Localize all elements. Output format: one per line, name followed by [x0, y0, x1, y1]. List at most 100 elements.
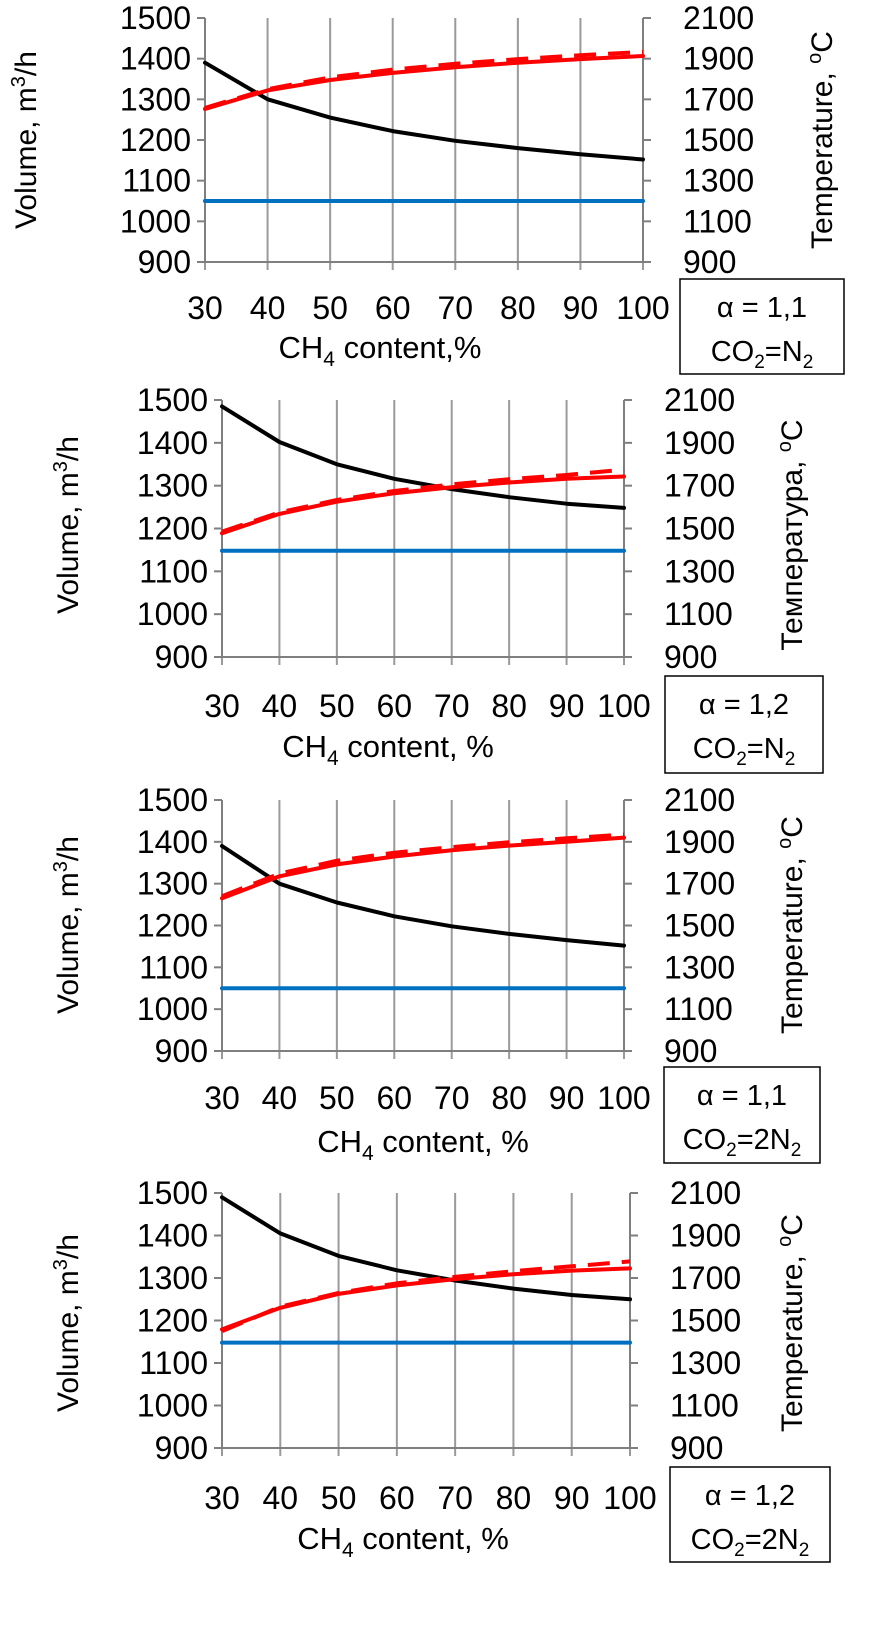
- x-tick-label: 60: [376, 688, 412, 724]
- x-axis-label: CH4 content,%: [279, 330, 482, 371]
- x-tick-label: 40: [262, 1080, 298, 1116]
- series-line-1: [220, 1195, 632, 1302]
- y-tick-label-left: 900: [155, 1033, 208, 1069]
- y-tick-label-left: 1400: [120, 41, 191, 77]
- y-tick-label-left: 1200: [120, 122, 191, 158]
- y-tick-label-left: 1300: [120, 81, 191, 117]
- y-axis-label-left: Volume, m3/h: [50, 836, 85, 1014]
- y-axis-label-right: Temperature, oC: [804, 31, 839, 249]
- x-tick-label: 90: [554, 1480, 590, 1516]
- y-tick-label-left: 1100: [139, 949, 208, 985]
- annotation-box: [679, 278, 845, 375]
- y-tick-label-left: 900: [155, 639, 208, 675]
- annotation-box: [663, 1066, 821, 1164]
- y-tick-label-right: 1900: [670, 1218, 741, 1254]
- x-tick-label: 40: [262, 688, 298, 724]
- series-line-3: [221, 832, 625, 899]
- y-tick-label-right: 1900: [664, 425, 735, 461]
- y-tick-label-right: 1300: [670, 1345, 741, 1381]
- x-tick-label: 60: [375, 290, 411, 326]
- y-axis-label-left: Volume, m3/h: [50, 1234, 85, 1412]
- y-tick-label-left: 1200: [137, 511, 208, 547]
- annotation-alpha: α = 1,2: [705, 1480, 795, 1512]
- y-tick-label-right: 900: [683, 244, 736, 280]
- annotation-alpha: α = 1,1: [717, 292, 807, 324]
- y-tick-label-left: 900: [138, 244, 191, 280]
- y-tick-label-right: 1700: [664, 866, 735, 902]
- x-tick-label: 40: [250, 290, 286, 326]
- y-axis-label-right: Temperature, oC: [774, 1214, 809, 1432]
- y-tick-label-right: 900: [670, 1430, 723, 1466]
- y-tick-label-right: 1100: [664, 991, 733, 1027]
- annotation-alpha: α = 1,2: [699, 689, 789, 721]
- series-line-2: [220, 1266, 632, 1332]
- annotation-composition: CO2=2N2: [691, 1524, 810, 1561]
- annotation-composition: CO2=2N2: [683, 1124, 802, 1161]
- x-tick-label: 90: [549, 688, 585, 724]
- x-tick-label: 100: [616, 290, 669, 326]
- y-tick-label-left: 1200: [137, 1303, 208, 1339]
- series-line-1: [203, 60, 645, 162]
- y-tick-label-right: 1300: [664, 553, 735, 589]
- x-tick-label: 80: [491, 688, 527, 724]
- y-tick-label-right: 1500: [664, 511, 735, 547]
- series-line-2: [220, 835, 626, 901]
- x-tick-label: 70: [434, 688, 470, 724]
- y-tick-label-right: 1500: [683, 122, 754, 158]
- x-tick-label: 90: [549, 1080, 585, 1116]
- y-tick-label-right: 900: [664, 1033, 717, 1069]
- annotation-box: [669, 1466, 831, 1563]
- y-tick-label-left: 1100: [122, 163, 191, 199]
- y-tick-label-right: 1900: [664, 824, 735, 860]
- chart-panel-4: 900 1000 1100 1200 1300 1400 1500 900 1100 1300 15…: [50, 1175, 831, 1563]
- x-tick-label: 40: [262, 1480, 298, 1516]
- y-tick-label-left: 1400: [137, 824, 208, 860]
- series-line-3: [221, 467, 625, 534]
- y-tick-label-right: 1500: [664, 908, 735, 944]
- x-tick-label: 30: [204, 1080, 240, 1116]
- x-tick-label: 90: [563, 290, 599, 326]
- y-tick-label-left: 1500: [137, 382, 208, 418]
- x-tick-label: 100: [597, 688, 650, 724]
- x-tick-label: 80: [491, 1080, 527, 1116]
- y-tick-label-right: 1100: [670, 1388, 739, 1424]
- series-line-3: [204, 50, 644, 110]
- x-tick-label: 50: [321, 1480, 357, 1516]
- y-tick-label-right: 1700: [670, 1260, 741, 1296]
- y-tick-label-right: 1100: [683, 203, 752, 239]
- y-tick-label-left: 1300: [137, 866, 208, 902]
- chart-panel-1: 900 1000 1100 1200 1300 1400 1500 900 1100 1300 15…: [8, 0, 845, 375]
- x-tick-label: 70: [434, 1080, 470, 1116]
- x-axis-label: CH4 content, %: [297, 1521, 509, 1562]
- y-axis-label-left: Volume, m3/h: [50, 436, 85, 614]
- y-tick-label-left: 1100: [139, 1345, 208, 1381]
- series-line-1: [220, 844, 626, 948]
- chart-panel-3: 900 1000 1100 1200 1300 1400 1500 900 1100 1300 15…: [50, 782, 821, 1165]
- annotation-box: [664, 675, 824, 774]
- chart-panel-2: 900 1000 1100 1200 1300 1400 1500 900 1100 1300 15…: [50, 382, 824, 774]
- x-tick-label: 60: [379, 1480, 415, 1516]
- series-line-3: [221, 1259, 631, 1333]
- y-tick-label-right: 900: [664, 639, 717, 675]
- y-tick-label-right: 1300: [683, 163, 754, 199]
- x-tick-label: 30: [204, 688, 240, 724]
- y-tick-label-left: 1200: [137, 908, 208, 944]
- x-tick-label: 60: [376, 1080, 412, 1116]
- series-line-1: [220, 404, 626, 510]
- y-tick-label-right: 2100: [664, 782, 735, 818]
- y-tick-label-right: 2100: [683, 0, 754, 36]
- y-tick-label-right: 1500: [670, 1303, 741, 1339]
- y-axis-label-left: Volume, m3/h: [8, 51, 43, 229]
- y-tick-label-right: 1900: [683, 41, 754, 77]
- x-tick-label: 50: [319, 688, 355, 724]
- annotation-composition: CO2=N2: [711, 336, 814, 373]
- x-axis-label: CH4 content, %: [282, 729, 494, 770]
- y-tick-label-left: 900: [155, 1430, 208, 1466]
- y-tick-label-left: 1500: [137, 1175, 208, 1211]
- y-tick-label-left: 1000: [120, 203, 191, 239]
- y-tick-label-left: 1100: [139, 553, 208, 589]
- y-tick-label-left: 1300: [137, 1260, 208, 1296]
- x-axis-label: CH4 content, %: [317, 1124, 529, 1165]
- y-tick-label-right: 1100: [664, 596, 733, 632]
